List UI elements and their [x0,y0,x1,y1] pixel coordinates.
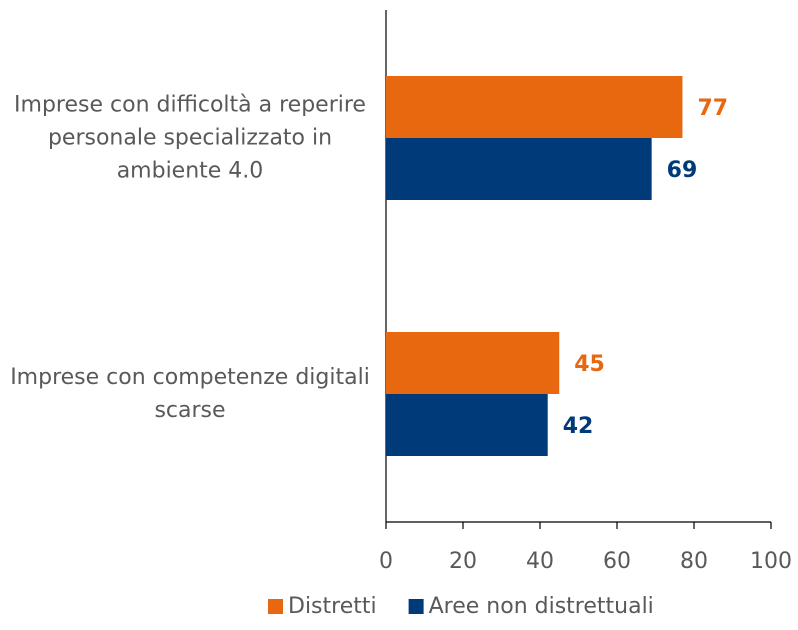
x-tick-label: 60 [603,549,631,574]
legend-swatch [268,599,283,614]
y-tick-label: Imprese con difficoltà a reperire person… [14,92,366,184]
legend-label: Aree non distrettuali [429,594,654,619]
x-tick-label: 80 [680,549,708,574]
legend-label: Distretti [288,594,377,619]
data-label: 69 [667,158,698,183]
data-label: 77 [697,96,728,121]
data-label: 45 [574,352,605,377]
x-tick-label: 40 [526,549,554,574]
x-tick-label: 0 [379,549,393,574]
bar [386,138,652,200]
y-tick-label: Imprese con competenze digitali scarse [10,365,370,423]
bar [386,76,683,138]
legend-swatch [408,599,424,614]
x-tick-label: 100 [750,549,792,574]
data-label: 42 [563,414,594,439]
x-tick-label: 20 [449,549,477,574]
bar [386,394,548,456]
bar [386,332,560,394]
